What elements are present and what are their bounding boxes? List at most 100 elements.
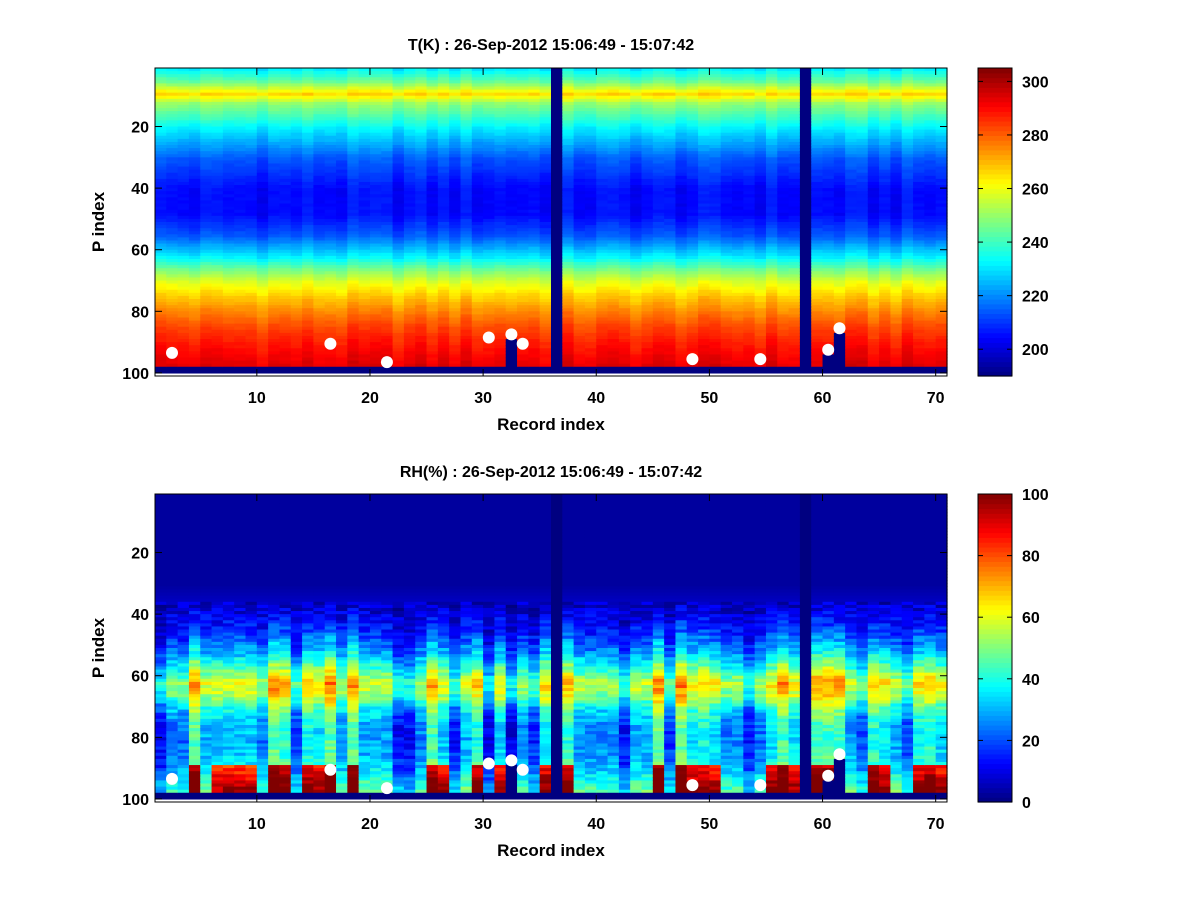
heatmap-cell <box>381 166 394 171</box>
heatmap-cell <box>211 172 224 177</box>
heatmap-cell <box>347 348 360 352</box>
heatmap-cell <box>177 83 190 88</box>
heatmap-cell <box>166 148 179 152</box>
heatmap-cell <box>256 132 269 137</box>
heatmap-cell <box>313 258 326 263</box>
heatmap-cell <box>358 234 371 238</box>
heatmap-cell <box>155 197 167 202</box>
heatmap-cell <box>403 74 416 78</box>
heatmap-cell <box>403 141 416 146</box>
heatmap-cell <box>369 302 382 306</box>
heatmap-cell <box>290 114 303 118</box>
heatmap-cell <box>222 271 235 275</box>
heatmap-cell <box>245 194 258 198</box>
heatmap-cell <box>336 305 348 309</box>
heatmap-cell <box>268 323 281 328</box>
heatmap-cell <box>336 265 348 269</box>
heatmap-cell <box>403 80 416 84</box>
heatmap-cell <box>211 154 224 158</box>
heatmap-cell <box>211 299 224 303</box>
heatmap-cell <box>177 215 190 220</box>
heatmap-cell <box>279 83 292 88</box>
heatmap-cell <box>268 345 281 349</box>
heatmap-cell <box>234 148 247 152</box>
heatmap-cell <box>279 369 292 374</box>
heatmap-cell <box>426 126 439 131</box>
heatmap-cell <box>245 191 258 195</box>
heatmap-cell <box>336 320 348 325</box>
heatmap-cell <box>415 228 428 232</box>
heatmap-cell <box>222 120 235 125</box>
heatmap-cell <box>155 360 167 365</box>
heatmap-cell <box>381 265 394 269</box>
heatmap-cell <box>166 200 179 205</box>
heatmap-cell <box>200 141 213 146</box>
heatmap-cell <box>155 302 167 306</box>
heatmap-cell <box>381 345 394 349</box>
heatmap-cell <box>256 342 269 346</box>
heatmap-cell <box>256 145 269 149</box>
heatmap-cell <box>211 345 224 349</box>
heatmap-cell <box>256 228 269 232</box>
heatmap-cell <box>313 339 326 343</box>
heatmap-cell <box>392 166 405 171</box>
heatmap-cell <box>245 80 258 84</box>
heatmap-cell <box>392 317 405 322</box>
heatmap-cell <box>155 172 167 177</box>
heatmap-cell <box>188 345 201 349</box>
heatmap-cell <box>279 203 292 208</box>
heatmap-cell <box>336 317 348 322</box>
heatmap-cell <box>211 317 224 322</box>
heatmap-cell <box>177 157 190 161</box>
heatmap-cell <box>313 148 326 152</box>
heatmap-cell <box>415 289 428 294</box>
heatmap-cell <box>234 228 247 232</box>
heatmap-cell <box>347 209 360 214</box>
heatmap-cell <box>166 265 179 269</box>
heatmap-cell <box>256 249 269 254</box>
heatmap-cell <box>256 234 269 238</box>
heatmap-cell <box>155 218 167 223</box>
heatmap-cell <box>177 197 190 202</box>
heatmap-cell <box>188 169 201 174</box>
heatmap-cell <box>234 335 247 340</box>
heatmap-cell <box>279 160 292 165</box>
heatmap-cell <box>166 258 179 263</box>
heatmap-cell <box>336 86 348 91</box>
heatmap-cell <box>268 314 281 319</box>
heatmap-cell <box>369 215 382 220</box>
heatmap-cell <box>188 108 201 112</box>
heatmap-cell <box>268 215 281 220</box>
heatmap-cell <box>403 77 416 81</box>
heatmap-cell <box>166 311 179 315</box>
heatmap-cell <box>177 320 190 325</box>
heatmap-cell <box>358 191 371 195</box>
heatmap-cell <box>664 369 677 374</box>
heatmap-cell <box>245 83 258 88</box>
heatmap-cell <box>279 212 292 217</box>
heatmap-cell <box>279 157 292 161</box>
heatmap-cell <box>188 351 201 356</box>
heatmap-cell <box>177 357 190 362</box>
heatmap-cell <box>460 369 473 374</box>
heatmap-cell <box>381 117 394 121</box>
heatmap-cell <box>358 237 371 242</box>
heatmap-cell <box>290 366 303 371</box>
heatmap-cell <box>403 302 416 306</box>
heatmap-cell <box>177 154 190 158</box>
heatmap-cell <box>347 234 360 238</box>
heatmap-cell <box>392 185 405 189</box>
heatmap-cell <box>222 231 235 235</box>
heatmap-cell <box>256 71 269 75</box>
heatmap-cell <box>403 323 416 328</box>
heatmap-cell <box>347 345 360 349</box>
heatmap-cell <box>381 280 394 285</box>
heatmap-cell <box>392 68 405 72</box>
heatmap-cell <box>268 268 281 272</box>
heatmap-cell <box>155 357 167 362</box>
heatmap-cell <box>211 185 224 189</box>
heatmap-cell <box>222 181 235 186</box>
heatmap-cell <box>245 225 258 229</box>
heatmap-cell <box>279 151 292 155</box>
heatmap-cell <box>222 252 235 257</box>
